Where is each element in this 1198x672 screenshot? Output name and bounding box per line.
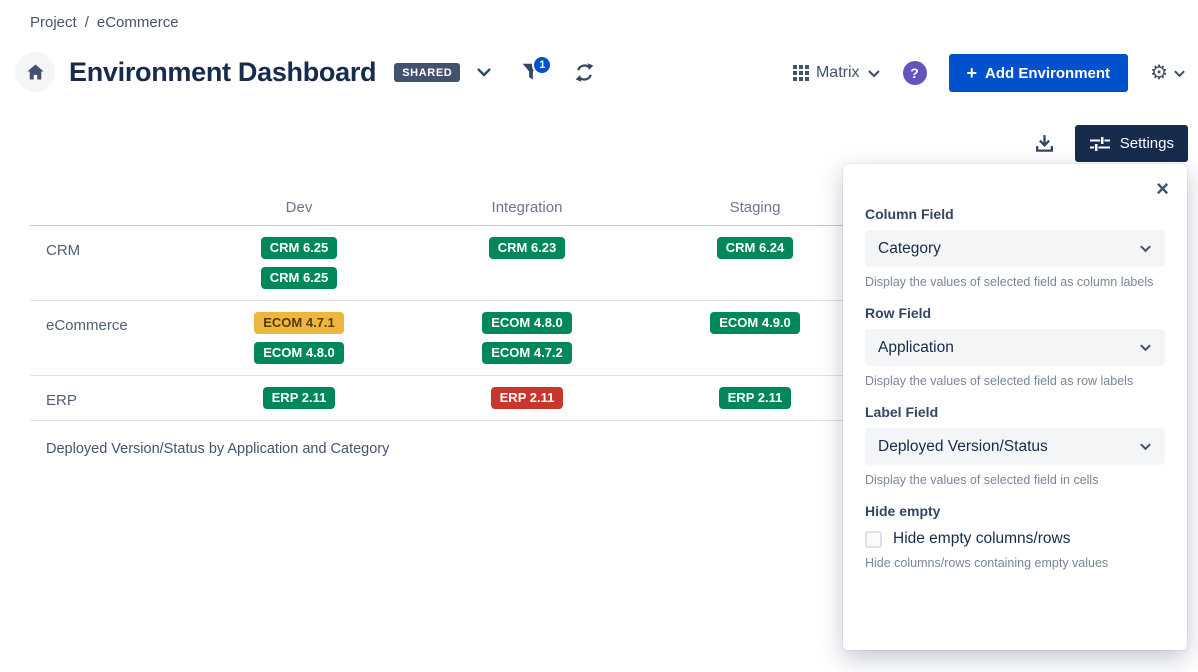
filter-count-badge: 1 (532, 55, 553, 75)
page-title: Environment Dashboard (69, 56, 377, 87)
breadcrumb-separator: / (84, 14, 89, 31)
breadcrumb-project-link[interactable]: Project (30, 14, 77, 31)
column-field-value: Category (878, 239, 941, 257)
close-icon[interactable]: × (1152, 174, 1173, 204)
chevron-down-icon (1139, 244, 1152, 253)
view-switcher[interactable]: Matrix (792, 64, 881, 82)
matrix-header-row: Dev Integration Staging (30, 193, 1170, 226)
version-badge[interactable]: CRM 6.24 (716, 237, 794, 259)
breadcrumb: Project / eCommerce (30, 14, 179, 31)
refresh-button[interactable] (572, 60, 597, 85)
home-icon (26, 63, 45, 81)
row-field-select[interactable]: Application (865, 329, 1165, 367)
row-label: ERP (46, 392, 77, 409)
grid-icon (792, 65, 809, 81)
row-field-help: Display the values of selected field as … (865, 374, 1134, 389)
home-button[interactable] (15, 52, 55, 92)
chevron-down-icon (867, 69, 881, 78)
version-badge[interactable]: ECOM 4.8.0 (482, 312, 572, 334)
view-label: Matrix (815, 64, 860, 81)
hide-empty-section: Hide empty Hide empty columns/rows Hide … (865, 503, 1165, 572)
matrix-cell: ECOM 4.9.0 (641, 301, 869, 375)
chevron-down-icon (1173, 69, 1186, 78)
column-header: Integration (491, 199, 563, 216)
add-environment-label: Add Environment (985, 64, 1111, 82)
version-badge[interactable]: CRM 6.25 (260, 237, 338, 259)
breadcrumb-ecommerce-link[interactable]: eCommerce (96, 14, 179, 31)
table-row: CRM CRM 6.25 CRM 6.25 CRM 6.23 CRM 6.24 (30, 226, 1170, 301)
row-field-section: Row Field Application Display the values… (865, 305, 1165, 390)
matrix-cell: ERP 2.11 (413, 376, 641, 420)
column-field-select[interactable]: Category (865, 230, 1165, 267)
version-badge[interactable]: CRM 6.25 (260, 267, 338, 289)
settings-panel: × Column Field Category Display the valu… (843, 164, 1187, 650)
label-field-select[interactable]: Deployed Version/Status (865, 428, 1165, 466)
matrix-cell: CRM 6.25 CRM 6.25 (185, 226, 413, 300)
version-badge[interactable]: ERP 2.11 (262, 387, 336, 409)
version-badge[interactable]: CRM 6.23 (488, 237, 566, 259)
row-field-value: Application (878, 338, 954, 356)
hide-empty-checkbox-row: Hide empty columns/rows (865, 530, 1165, 548)
environment-matrix: Dev Integration Staging CRM CRM 6.25 CRM 6.2… (30, 193, 1170, 457)
filter-button[interactable]: 1 (518, 55, 553, 85)
refresh-icon (574, 62, 595, 83)
gear-icon: ⚙ (1150, 62, 1168, 84)
matrix-toolbar: Settings (1030, 125, 1188, 162)
row-field-label: Row Field (865, 305, 932, 322)
settings-button[interactable]: Settings (1074, 125, 1188, 162)
chevron-down-icon (476, 67, 492, 77)
matrix-cell: ERP 2.11 (641, 376, 869, 420)
download-icon (1034, 133, 1055, 154)
hide-empty-checkbox-label[interactable]: Hide empty columns/rows (893, 530, 1071, 548)
matrix-cell: ERP 2.11 (185, 376, 413, 420)
version-badge[interactable]: ERP 2.11 (490, 387, 564, 409)
hide-empty-label: Hide empty (865, 503, 941, 520)
chevron-down-icon (1139, 442, 1152, 451)
row-label: CRM (46, 242, 81, 259)
version-badge[interactable]: ECOM 4.8.0 (254, 342, 344, 364)
column-field-help: Display the values of selected field as … (865, 275, 1154, 289)
column-field-label: Column Field (865, 206, 954, 222)
label-field-section: Label Field Deployed Version/Status Disp… (865, 404, 1165, 489)
label-field-label: Label Field (865, 404, 939, 421)
matrix-caption: Deployed Version/Status by Application a… (46, 441, 390, 457)
export-button[interactable] (1030, 129, 1059, 158)
chevron-down-icon (1139, 343, 1152, 352)
version-badge[interactable]: ECOM 4.7.2 (482, 342, 572, 364)
column-field-section: Column Field Category Display the values… (865, 206, 1165, 291)
row-label-column-spacer (30, 199, 185, 216)
title-menu-button[interactable] (474, 65, 494, 79)
hide-empty-checkbox[interactable] (865, 530, 882, 548)
add-environment-button[interactable]: + Add Environment (948, 54, 1129, 92)
matrix-cell: ECOM 4.8.0 ECOM 4.7.2 (413, 301, 641, 375)
table-row: eCommerce ECOM 4.7.1 ECOM 4.8.0 ECOM 4.8.0 E… (30, 301, 1170, 376)
plus-icon: + (966, 62, 978, 83)
settings-label: Settings (1119, 135, 1174, 152)
matrix-cell: CRM 6.23 (413, 226, 641, 300)
column-header: Staging (729, 199, 781, 216)
shared-badge: SHARED (394, 62, 461, 82)
sliders-icon (1089, 136, 1111, 152)
matrix-cell: CRM 6.24 (641, 226, 869, 300)
column-header: Dev (285, 199, 313, 216)
gear-menu-button[interactable]: ⚙ (1150, 63, 1186, 83)
hide-empty-help: Hide columns/rows containing empty value… (865, 556, 1109, 571)
help-button[interactable]: ? (902, 61, 927, 85)
header-actions: Matrix ? + Add Environment ⚙ (792, 53, 1186, 93)
version-badge[interactable]: ERP 2.11 (718, 387, 792, 409)
page-header: Environment Dashboard SHARED 1 (15, 50, 597, 94)
matrix-body: CRM CRM 6.25 CRM 6.25 CRM 6.23 CRM 6.24 eComm… (30, 226, 1170, 421)
matrix-cell: ECOM 4.7.1 ECOM 4.8.0 (185, 301, 413, 375)
table-row: ERP ERP 2.11 ERP 2.11 ERP 2.11 (30, 376, 1170, 421)
row-label: eCommerce (46, 317, 128, 334)
label-field-value: Deployed Version/Status (878, 437, 1048, 455)
version-badge[interactable]: ECOM 4.7.1 (254, 312, 344, 334)
label-field-help: Display the values of selected field in … (865, 473, 1099, 488)
version-badge[interactable]: ECOM 4.9.0 (710, 312, 800, 334)
